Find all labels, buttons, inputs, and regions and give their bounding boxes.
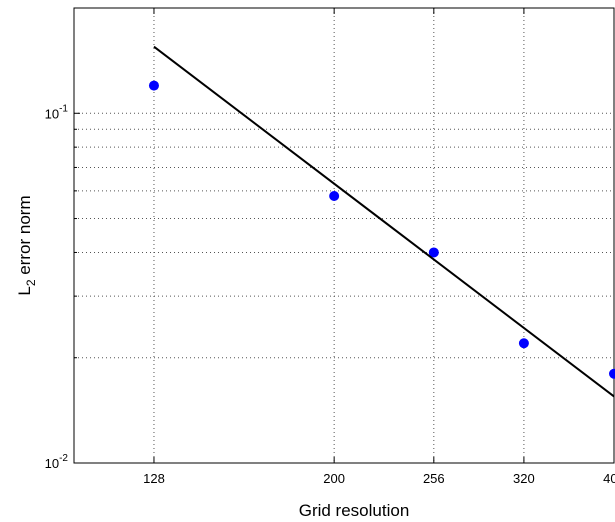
- y-axis-label-base: L: [15, 286, 34, 295]
- y-tick-label-exponent: -1: [59, 103, 68, 114]
- y-tick-label-base: 10: [45, 106, 59, 121]
- y-tick-label-exponent: -2: [59, 453, 68, 464]
- x-axis-label: Grid resolution: [299, 501, 410, 520]
- y-tick-label: 10-2: [45, 453, 69, 471]
- y-axis-label-rest: error norm: [15, 195, 34, 279]
- fit-line: [153, 45, 615, 398]
- data-point: [428, 247, 439, 258]
- y-axis-label: L2 error norm: [15, 195, 38, 295]
- series: [148, 45, 615, 398]
- data-point: [148, 80, 159, 91]
- x-tick-label: 256: [423, 471, 445, 486]
- y-tick-label: 10-1: [45, 103, 69, 121]
- ticks: 12820025632040010-110-2: [45, 7, 615, 486]
- y-tick-label-base: 10: [45, 456, 59, 471]
- data-point: [609, 368, 615, 379]
- grid: [74, 7, 615, 464]
- x-tick-label: 200: [323, 471, 345, 486]
- plot-frame: [73, 7, 615, 464]
- data-point: [518, 338, 529, 349]
- x-tick-label: 320: [513, 471, 535, 486]
- y-axis-label-subscript: 2: [24, 279, 38, 286]
- x-tick-label: 128: [143, 471, 165, 486]
- data-point: [329, 191, 340, 202]
- x-tick-label: 400: [603, 471, 615, 486]
